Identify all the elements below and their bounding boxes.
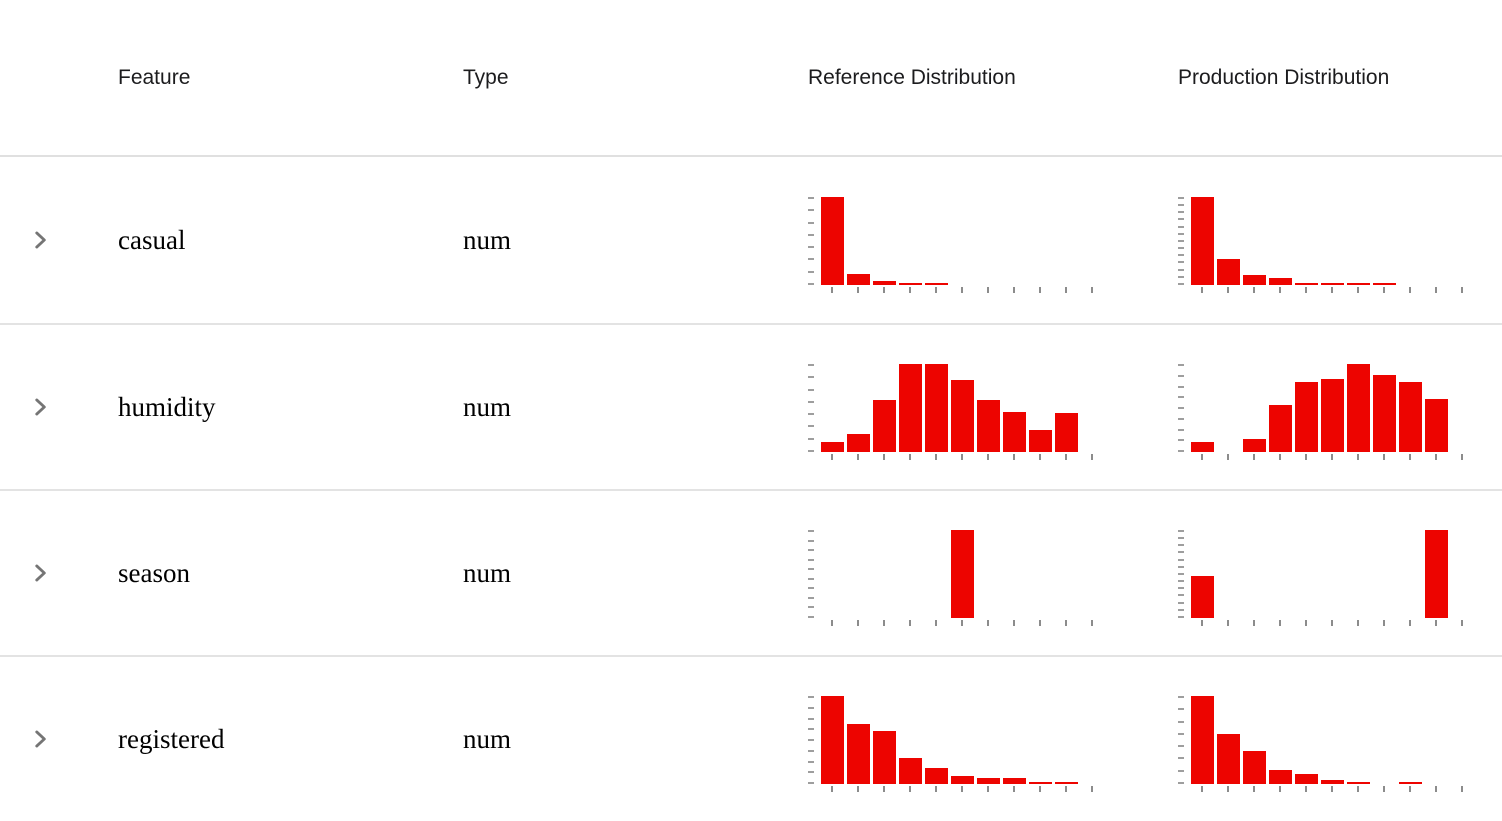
histogram-bars bbox=[819, 197, 1105, 285]
production-distribution-chart bbox=[1178, 696, 1502, 792]
y-axis-ticks bbox=[1178, 364, 1184, 452]
feature-table-body: casual num bbox=[0, 157, 1502, 821]
y-axis-ticks bbox=[808, 364, 814, 452]
reference-distribution-cell bbox=[808, 354, 1178, 460]
feature-name: casual bbox=[118, 224, 186, 255]
histogram-bars bbox=[819, 530, 1105, 618]
y-axis-ticks bbox=[808, 197, 814, 285]
expand-row-button[interactable] bbox=[26, 393, 54, 421]
feature-type: num bbox=[463, 391, 512, 422]
y-axis-ticks bbox=[808, 696, 814, 784]
x-axis-ticks bbox=[819, 287, 1105, 293]
x-axis-ticks bbox=[1189, 454, 1475, 460]
table-row: humidity num bbox=[0, 323, 1502, 489]
histogram-bars bbox=[1189, 364, 1475, 452]
expander-cell bbox=[0, 393, 118, 421]
feature-name: season bbox=[118, 557, 190, 588]
table-row: casual num bbox=[0, 157, 1502, 323]
expand-row-button[interactable] bbox=[26, 226, 54, 254]
x-axis-ticks bbox=[819, 786, 1105, 792]
histogram-bars bbox=[1189, 696, 1475, 784]
column-header-reference-distribution: Reference Distribution bbox=[808, 65, 1016, 89]
x-axis-ticks bbox=[1189, 620, 1475, 626]
reference-distribution-chart bbox=[808, 530, 1178, 626]
reference-distribution-cell bbox=[808, 520, 1178, 626]
feature-type: num bbox=[463, 224, 512, 255]
reference-distribution-chart bbox=[808, 364, 1178, 460]
expander-cell bbox=[0, 226, 118, 254]
histogram-bars bbox=[819, 364, 1105, 452]
y-axis-ticks bbox=[1178, 696, 1184, 784]
x-axis-ticks bbox=[1189, 786, 1475, 792]
x-axis-ticks bbox=[819, 620, 1105, 626]
table-row: season num bbox=[0, 489, 1502, 655]
production-distribution-cell bbox=[1178, 520, 1502, 626]
production-distribution-chart bbox=[1178, 197, 1502, 293]
expander-cell bbox=[0, 559, 118, 587]
y-axis-ticks bbox=[1178, 530, 1184, 618]
histogram-bars bbox=[1189, 197, 1475, 285]
feature-type: num bbox=[463, 557, 512, 588]
chevron-right-icon bbox=[35, 231, 46, 249]
feature-name: humidity bbox=[118, 391, 216, 422]
histogram-bars bbox=[819, 696, 1105, 784]
production-distribution-chart bbox=[1178, 530, 1502, 626]
chevron-right-icon bbox=[35, 564, 46, 582]
histogram-bars bbox=[1189, 530, 1475, 618]
column-header-feature: Feature bbox=[118, 65, 191, 89]
expander-cell bbox=[0, 725, 118, 753]
x-axis-ticks bbox=[819, 454, 1105, 460]
x-axis-ticks bbox=[1189, 287, 1475, 293]
reference-distribution-cell bbox=[808, 187, 1178, 293]
chevron-right-icon bbox=[35, 398, 46, 416]
column-header-type: Type bbox=[463, 65, 509, 89]
reference-distribution-chart bbox=[808, 197, 1178, 293]
y-axis-ticks bbox=[808, 530, 814, 618]
production-distribution-cell bbox=[1178, 686, 1502, 792]
production-distribution-chart bbox=[1178, 364, 1502, 460]
table-header-row: Feature Type Reference Distribution Prod… bbox=[0, 0, 1502, 157]
production-distribution-cell bbox=[1178, 354, 1502, 460]
expand-row-button[interactable] bbox=[26, 725, 54, 753]
feature-type: num bbox=[463, 723, 512, 754]
reference-distribution-chart bbox=[808, 696, 1178, 792]
feature-name: registered bbox=[118, 723, 225, 754]
reference-distribution-cell bbox=[808, 686, 1178, 792]
production-distribution-cell bbox=[1178, 187, 1502, 293]
column-header-production-distribution: Production Distribution bbox=[1178, 65, 1390, 89]
expand-row-button[interactable] bbox=[26, 559, 54, 587]
table-row: registered num bbox=[0, 655, 1502, 821]
y-axis-ticks bbox=[1178, 197, 1184, 285]
chevron-right-icon bbox=[35, 730, 46, 748]
